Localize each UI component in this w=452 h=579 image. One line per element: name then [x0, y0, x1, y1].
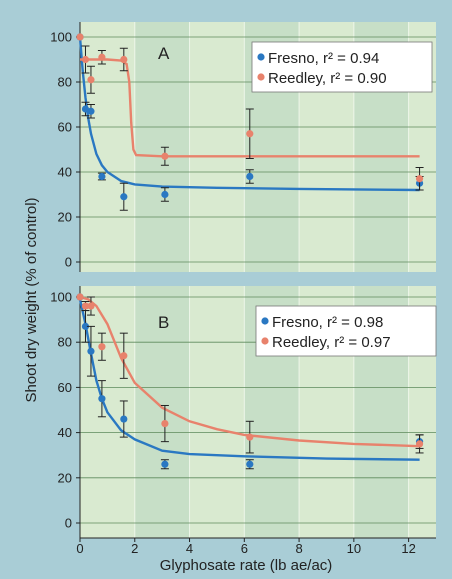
y-tick-label: 80 [58, 75, 72, 90]
data-point [98, 395, 106, 403]
data-point [76, 293, 84, 301]
fitted-curve [80, 58, 420, 158]
data-point [161, 419, 169, 428]
panel-a: 0 20 40 60 80 100 A Fresno, r² = 0.94 Reedley, r… [50, 22, 436, 272]
data-point [161, 152, 169, 160]
legend-marker [261, 337, 269, 345]
data-point [98, 53, 106, 61]
legend-label: Reedley, r² = 0.97 [272, 334, 391, 351]
data-point [120, 193, 128, 201]
fitted-curve [79, 295, 420, 448]
x-tick-label: 12 [401, 541, 415, 556]
data-point [81, 302, 90, 310]
x-axis-label: Glyphosate rate (lb ae/ac) [160, 557, 333, 574]
data-point [161, 190, 169, 199]
panel-letter: B [158, 313, 169, 332]
legend-label: Fresno, r² = 0.98 [272, 314, 383, 331]
data-point [415, 175, 424, 183]
y-tick-label: 0 [65, 255, 72, 270]
legend-box [255, 305, 437, 357]
data-point [81, 55, 90, 64]
y-tick-label: 100 [50, 290, 72, 305]
panel-separator [80, 272, 436, 286]
y-tick-label: 20 [58, 210, 72, 225]
x-tick-label: 4 [186, 541, 193, 556]
x-tick-label: 10 [347, 541, 361, 556]
data-point [87, 107, 95, 115]
legend-label: Fresno, r² = 0.94 [268, 50, 379, 67]
y-tick-label: 40 [58, 165, 72, 180]
shared-axes: Shoot dry weight (% of control) Glyphosa… [23, 197, 436, 574]
legend-box [251, 41, 433, 93]
y-tick-label: 60 [58, 380, 72, 395]
data-point [81, 322, 90, 330]
data-point [76, 33, 84, 41]
data-point [98, 172, 106, 181]
x-tick-label: 8 [295, 541, 302, 556]
fitted-curve [78, 36, 420, 192]
plot-stripe [134, 286, 190, 538]
legend-label: Reedley, r² = 0.90 [268, 70, 387, 87]
data-point [120, 352, 128, 360]
y-axis-label: Shoot dry weight (% of control) [23, 197, 40, 402]
data-point [81, 105, 90, 113]
y-tick-label: 80 [58, 335, 72, 350]
y-tick-label: 0 [65, 516, 72, 531]
data-point [415, 440, 424, 448]
data-point [246, 130, 254, 138]
data-point [87, 76, 95, 84]
legend-marker [261, 317, 269, 325]
panel-letter: A [158, 44, 170, 63]
data-point [87, 302, 95, 310]
y-tick-label: 60 [58, 120, 72, 135]
data-point [120, 55, 128, 64]
data-point [246, 433, 254, 441]
data-point [87, 347, 95, 355]
legend-marker [257, 53, 265, 61]
y-tick-label: 20 [58, 470, 72, 485]
panel-b: 0 20 40 60 80 100 B Fresno, r² = 0.98 Reedley, r… [50, 286, 437, 538]
x-tick-label: 2 [131, 541, 138, 556]
data-point [246, 172, 254, 181]
x-tick-label: 0 [76, 541, 83, 556]
data-point [120, 415, 128, 423]
x-tick-label: 6 [241, 541, 248, 556]
legend-marker [257, 73, 265, 81]
y-tick-label: 40 [58, 425, 72, 440]
data-point [161, 460, 169, 468]
y-tick-label: 100 [50, 30, 72, 45]
data-point [98, 343, 106, 351]
data-point [246, 460, 254, 468]
